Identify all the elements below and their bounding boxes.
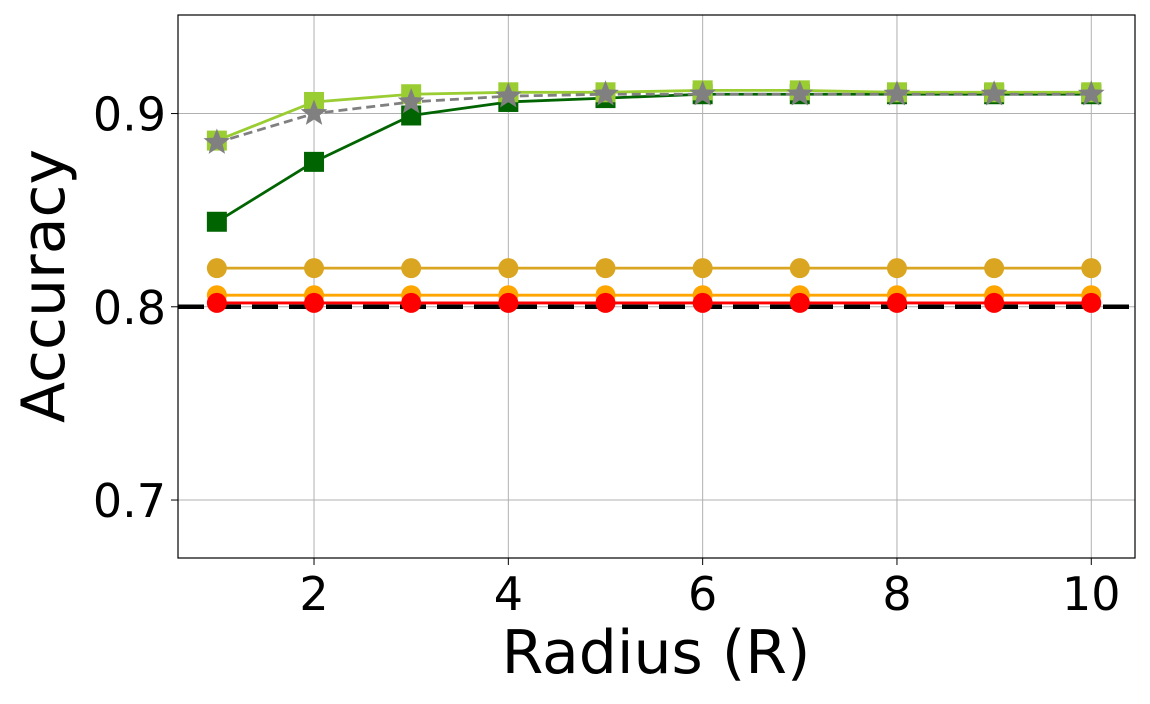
series-4-point xyxy=(206,258,227,279)
series-3-point xyxy=(980,80,1008,106)
series-4-point xyxy=(789,258,810,279)
x-axis-label: Radius (R) xyxy=(502,618,811,688)
y-axis-label: Accuracy xyxy=(9,149,79,423)
series-4-point xyxy=(401,258,422,279)
series-4 xyxy=(206,258,1102,279)
series-3-point xyxy=(689,80,716,106)
series-4-point xyxy=(595,258,616,279)
series-2-point xyxy=(401,105,422,126)
x-tick-label: 2 xyxy=(299,567,328,621)
series-2-point xyxy=(206,211,227,232)
series-3-point xyxy=(883,80,911,106)
series-4-point xyxy=(886,258,907,279)
series-3-point xyxy=(300,99,328,125)
series-4-point xyxy=(692,258,713,279)
series-3-point xyxy=(397,87,425,114)
series-6-point xyxy=(206,292,227,313)
series-3-point xyxy=(786,80,814,106)
series-6-point xyxy=(789,292,810,313)
x-tick-label: 4 xyxy=(494,567,523,621)
series-3-line xyxy=(216,92,1092,144)
plot-background xyxy=(178,15,1135,558)
x-tick-label: 6 xyxy=(688,567,717,621)
series-4-point xyxy=(498,258,519,279)
series-4-point xyxy=(304,258,325,279)
series-4-point xyxy=(984,258,1005,279)
series-1-line xyxy=(216,88,1092,142)
series-group xyxy=(203,80,1105,313)
series-3-point xyxy=(1077,80,1105,106)
series-3-point xyxy=(495,82,522,108)
series-6-point xyxy=(401,292,422,313)
series-3-point xyxy=(203,128,231,154)
series-6-point xyxy=(886,292,907,313)
x-tick-label: 8 xyxy=(882,567,911,621)
y-tick-label: 0.8 xyxy=(93,281,166,335)
series-3 xyxy=(203,80,1105,154)
series-6-point xyxy=(984,292,1005,313)
y-tick-label: 0.7 xyxy=(93,474,166,528)
series-3-point xyxy=(592,80,619,106)
series-6-point xyxy=(498,292,519,313)
series-4-point xyxy=(1081,258,1102,279)
series-6-point xyxy=(595,292,616,313)
plot-frame xyxy=(177,14,1136,559)
x-axis-ticks: 2 4 6 8 10 xyxy=(299,558,1121,621)
series-6-point xyxy=(1081,292,1102,313)
y-axis-ticks: 0.7 0.8 0.9 xyxy=(93,88,178,528)
series-6 xyxy=(206,292,1102,313)
series-6-point xyxy=(692,292,713,313)
series-2-point xyxy=(304,151,325,172)
y-tick-label: 0.9 xyxy=(93,88,166,142)
series-6-point xyxy=(304,292,325,313)
x-tick-label: 10 xyxy=(1062,567,1121,621)
